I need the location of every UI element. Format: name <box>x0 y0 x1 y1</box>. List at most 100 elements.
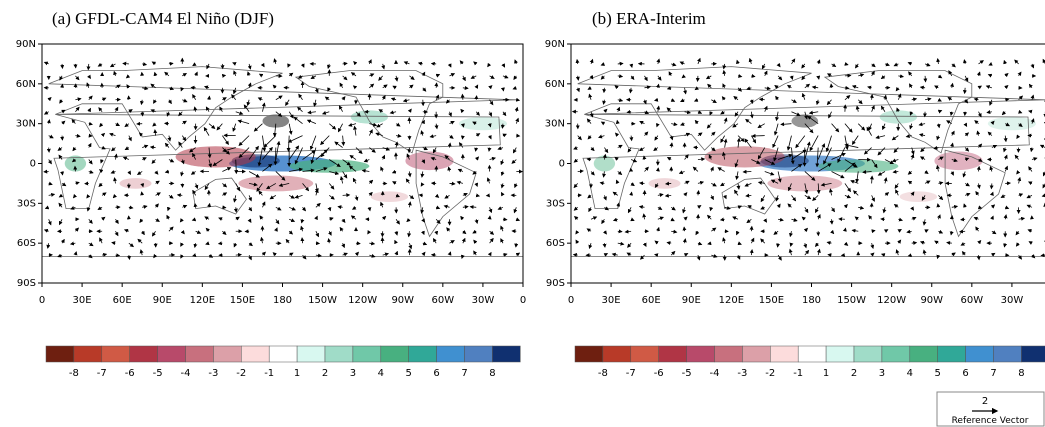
wind-vector <box>1030 94 1035 100</box>
anomaly-shading <box>818 159 899 173</box>
wind-vector <box>140 191 145 196</box>
wind-vector <box>193 106 198 112</box>
wind-vector <box>205 241 210 246</box>
wind-vector <box>934 85 939 90</box>
wind-vector <box>831 207 835 213</box>
wind-vector <box>1028 241 1033 245</box>
wind-vector <box>261 201 266 208</box>
wind-vector <box>153 253 158 259</box>
wind-vector <box>773 230 779 235</box>
wind-vector <box>950 82 954 88</box>
wind-vector <box>57 253 63 258</box>
wind-vector <box>126 84 131 89</box>
wind-vector <box>219 106 224 112</box>
wind-vector <box>975 226 980 232</box>
wind-vector <box>168 226 174 232</box>
wind-vector <box>804 123 814 134</box>
wind-vector <box>313 99 318 107</box>
wind-vector <box>711 227 717 232</box>
wind-vector <box>167 99 172 105</box>
panel-title: (a) GFDL-CAM4 El Niño (DJF) <box>52 9 274 28</box>
anomaly-shading <box>262 114 290 128</box>
wind-vector <box>736 254 741 260</box>
anomaly-shading <box>64 155 87 172</box>
wind-vector <box>684 132 691 137</box>
wind-vector <box>696 189 701 196</box>
lat-label: 30S <box>546 198 565 209</box>
wind-vector <box>795 135 806 149</box>
reference-label: Reference Vector <box>952 416 1029 426</box>
wind-vector <box>589 75 594 80</box>
wind-vector <box>403 61 410 65</box>
wind-vector <box>616 106 621 112</box>
wind-vector <box>391 169 397 174</box>
wind-vector <box>102 252 108 257</box>
wind-vector <box>179 218 184 223</box>
wind-vector <box>489 156 496 161</box>
wind-vector <box>515 117 520 124</box>
lon-label: 90E <box>153 295 172 306</box>
wind-vector <box>709 111 714 116</box>
anomaly-shading <box>370 191 409 203</box>
lat-label: 30N <box>545 119 565 130</box>
wind-vector <box>378 109 383 113</box>
wind-vector <box>262 163 273 172</box>
wind-vector <box>342 252 348 257</box>
wind-vector <box>760 238 766 244</box>
wind-vector <box>460 93 465 100</box>
wind-vector <box>47 219 52 226</box>
wind-vector <box>746 218 752 224</box>
wind-vector <box>150 83 156 89</box>
wind-vector <box>734 159 739 168</box>
wind-vector <box>422 87 427 92</box>
wind-vector <box>246 99 251 107</box>
wind-vector <box>395 122 401 127</box>
wind-vector <box>976 71 981 76</box>
wind-vector <box>614 132 620 137</box>
wind-vector <box>472 229 477 234</box>
wind-vector <box>381 154 386 160</box>
wind-vector <box>136 171 143 175</box>
wind-vector <box>855 63 859 69</box>
lon-label: 180 <box>273 295 292 306</box>
wind-vector <box>946 240 952 245</box>
wind-vector <box>732 123 739 128</box>
wind-vector <box>1017 71 1022 77</box>
wind-vector <box>722 69 727 76</box>
wind-vector <box>629 191 634 196</box>
wind-vector <box>369 147 376 153</box>
wind-vector <box>949 111 954 117</box>
wind-vector <box>110 170 116 174</box>
wind-vector <box>449 240 455 244</box>
wind-vector <box>288 72 294 77</box>
wind-vector <box>734 189 739 196</box>
wind-vector <box>708 154 713 160</box>
wind-vector <box>367 207 372 212</box>
wind-vector <box>844 183 851 193</box>
wind-vector <box>883 94 888 100</box>
wind-vector <box>43 61 49 66</box>
wind-vector <box>803 227 808 233</box>
wind-vector <box>409 195 415 200</box>
anomaly-shading <box>899 191 938 203</box>
wind-vector <box>960 242 966 246</box>
wind-vector <box>722 83 727 88</box>
wind-vector <box>697 241 703 246</box>
wind-vector <box>354 251 359 256</box>
anomaly-shading <box>648 178 681 189</box>
lon-label: 60E <box>642 295 661 306</box>
wind-vector <box>791 149 807 160</box>
colorbar-box <box>101 345 130 363</box>
wind-vector <box>892 169 899 174</box>
wind-vector <box>923 75 928 83</box>
wind-vector <box>380 166 384 172</box>
wind-vector <box>288 145 300 160</box>
wind-vector <box>791 99 797 103</box>
wind-vector <box>573 183 578 189</box>
wind-vector <box>470 75 477 79</box>
wind-vector <box>720 182 725 187</box>
colorbar-label: 4 <box>907 368 913 379</box>
wind-vector <box>115 122 121 127</box>
map-content <box>571 57 1045 261</box>
wind-vector <box>844 194 852 199</box>
